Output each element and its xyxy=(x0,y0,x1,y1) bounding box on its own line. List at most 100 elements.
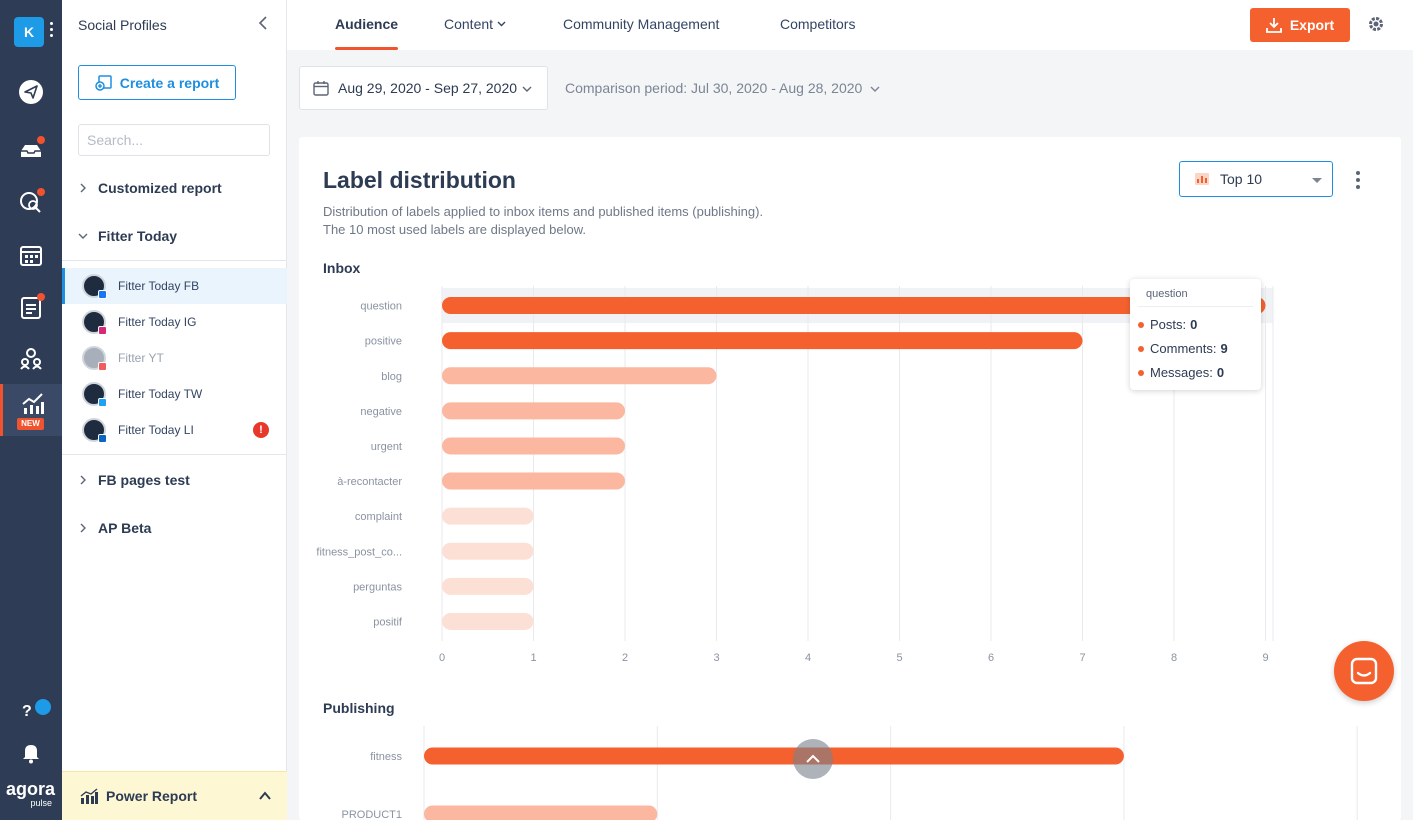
card-description: Distribution of labels applied to inbox … xyxy=(323,203,763,239)
create-report-label: Create a report xyxy=(119,74,220,91)
profile-fitter-today-ig[interactable]: Fitter Today IG xyxy=(62,304,287,340)
account-menu-icon[interactable] xyxy=(50,22,54,42)
scroll-to-top-button[interactable] xyxy=(793,739,833,779)
inbox-bar-9[interactable] xyxy=(442,612,534,630)
chevron-down-icon xyxy=(870,86,880,92)
category-label: negative xyxy=(360,406,402,418)
tab-community-management[interactable]: Community Management xyxy=(563,16,719,50)
tooltip-value: 0 xyxy=(1216,365,1225,380)
instagram-icon xyxy=(98,326,107,335)
inbox-bar-4[interactable] xyxy=(442,437,625,455)
chevron-right-icon xyxy=(80,183,86,193)
category-label: question xyxy=(360,301,402,313)
group-label: AP Beta xyxy=(98,520,152,536)
profile-fitter-today-tw[interactable]: Fitter Today TW xyxy=(62,376,287,412)
publishing-bar-1[interactable] xyxy=(424,805,658,820)
calendar-icon xyxy=(313,81,329,96)
profile-fitter-today-fb[interactable]: Fitter Today FB xyxy=(62,268,287,304)
notification-dot xyxy=(37,136,45,144)
power-report-label: Power Report xyxy=(106,788,198,804)
group-label: FB pages test xyxy=(98,472,190,488)
inbox-bar-5[interactable] xyxy=(442,472,625,490)
chat-widget-button[interactable] xyxy=(1334,641,1394,701)
profiles-sidebar: Social Profiles Create a report Customiz… xyxy=(62,0,287,820)
inbox-icon[interactable] xyxy=(0,128,62,172)
inbox-bar-0[interactable] xyxy=(442,297,1266,315)
category-label: PRODUCT1 xyxy=(341,809,402,820)
inbox-bar-1[interactable] xyxy=(442,332,1083,350)
group-ap-beta[interactable]: AP Beta xyxy=(78,520,151,536)
youtube-icon xyxy=(98,362,107,371)
avatar xyxy=(82,346,107,371)
inbox-bar-7[interactable] xyxy=(442,542,534,560)
new-badge: NEW xyxy=(17,418,44,430)
group-customized-report[interactable]: Customized report xyxy=(78,180,222,196)
notification-dot xyxy=(37,188,45,196)
bar-chart-icon xyxy=(1195,173,1209,185)
date-range-picker[interactable]: Aug 29, 2020 - Sep 27, 2020 xyxy=(299,66,548,110)
chevron-up-icon xyxy=(806,754,820,763)
tooltip-value: 9 xyxy=(1220,341,1228,356)
x-tick-label: 0 xyxy=(439,652,445,664)
export-button[interactable]: Export xyxy=(1250,8,1350,42)
gift-icon[interactable] xyxy=(33,697,53,717)
tooltip-title: question xyxy=(1138,288,1253,307)
bullet-icon xyxy=(1138,346,1144,352)
group-fb-pages-test[interactable]: FB pages test xyxy=(78,472,190,488)
description-line: Distribution of labels applied to inbox … xyxy=(323,204,764,219)
tasks-icon[interactable] xyxy=(0,285,62,329)
calendar-icon[interactable] xyxy=(0,233,62,277)
tooltip-label: Messages: xyxy=(1150,365,1213,380)
top-n-select[interactable]: Top 10 xyxy=(1179,161,1333,197)
chart-tooltip: question Posts: 0 Comments: 9 Messages: 0 xyxy=(1130,279,1261,390)
more-options-icon[interactable] xyxy=(1356,171,1360,189)
sidebar-title: Social Profiles xyxy=(78,17,167,33)
download-icon xyxy=(1265,18,1282,33)
bullet-icon xyxy=(1138,370,1144,376)
inbox-bar-3[interactable] xyxy=(442,402,625,420)
users-icon[interactable] xyxy=(0,336,62,380)
power-report-bar[interactable]: Power Report xyxy=(62,771,287,820)
inbox-bar-8[interactable] xyxy=(442,577,534,595)
logo-main: agora xyxy=(6,779,56,799)
listening-icon[interactable] xyxy=(0,180,62,224)
chevron-up-icon[interactable] xyxy=(259,790,271,802)
inbox-bar-6[interactable] xyxy=(442,507,534,525)
profile-fitter-today-li[interactable]: Fitter Today LI ! xyxy=(62,412,287,448)
category-label: à-recontacter xyxy=(337,476,402,488)
bell-icon[interactable] xyxy=(21,742,41,764)
x-tick-label: 5 xyxy=(896,652,902,664)
app-rail: K NEW ? agora pulse xyxy=(0,0,62,820)
tab-audience[interactable]: Audience xyxy=(335,16,399,50)
x-tick-label: 6 xyxy=(988,652,994,664)
comparison-period-selector[interactable]: Comparison period: Jul 30, 2020 - Aug 28… xyxy=(565,80,880,96)
avatar xyxy=(82,274,107,299)
account-avatar[interactable]: K xyxy=(14,17,44,47)
help-icon[interactable]: ? xyxy=(22,703,32,720)
group-label: Fitter Today xyxy=(98,228,178,244)
tab-competitors[interactable]: Competitors xyxy=(780,16,855,50)
dropdown-caret-icon xyxy=(1312,178,1322,183)
category-label: urgent xyxy=(371,441,402,453)
profile-name: Fitter YT xyxy=(118,351,164,365)
collapse-sidebar-icon[interactable] xyxy=(256,15,270,31)
category-label: perguntas xyxy=(353,581,402,593)
search-input[interactable] xyxy=(78,124,270,156)
notification-dot xyxy=(37,293,45,301)
group-fitter-today[interactable]: Fitter Today xyxy=(78,228,177,244)
card-title: Label distribution xyxy=(323,167,516,193)
publish-icon[interactable] xyxy=(0,70,62,114)
inbox-bar-2[interactable] xyxy=(442,367,717,385)
error-icon[interactable]: ! xyxy=(253,422,269,438)
tooltip-row: Posts: 0 xyxy=(1138,313,1253,337)
tooltip-label: Comments: xyxy=(1150,341,1217,356)
profile-name: Fitter Today IG xyxy=(118,315,197,329)
tab-content[interactable]: Content xyxy=(444,16,506,50)
publishing-bar-0[interactable] xyxy=(424,747,1124,765)
profile-fitter-yt[interactable]: Fitter YT xyxy=(62,340,287,376)
tooltip-row: Messages: 0 xyxy=(1138,361,1253,385)
create-report-button[interactable]: Create a report xyxy=(78,65,236,100)
divider xyxy=(62,260,287,261)
comparison-period-value: Comparison period: Jul 30, 2020 - Aug 28… xyxy=(565,80,863,96)
gear-icon[interactable] xyxy=(1367,15,1385,33)
